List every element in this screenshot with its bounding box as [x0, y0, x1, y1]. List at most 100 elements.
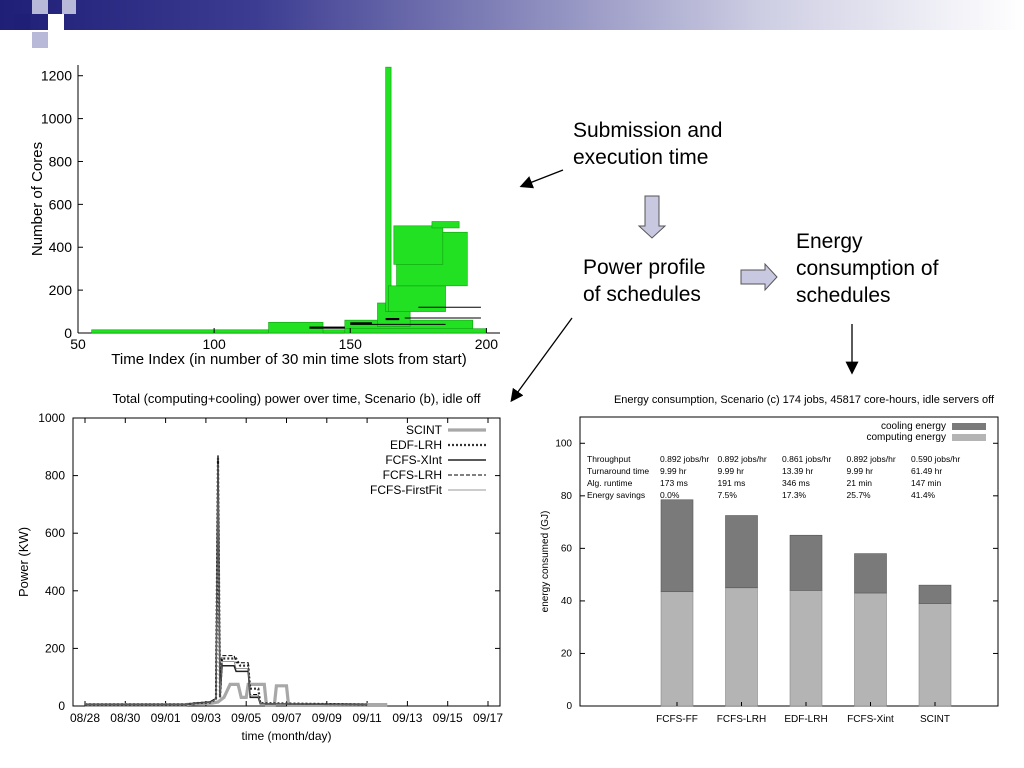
- power-profile-label: Power profile of schedules: [583, 254, 706, 308]
- energy-line: schedules: [796, 284, 891, 307]
- table-cell: 9.99 hr: [660, 466, 687, 476]
- x-tick-label: 100: [202, 336, 226, 352]
- legend-label: cooling energy: [881, 421, 946, 432]
- y-tick-label: 600: [45, 526, 65, 540]
- down-block-arrow-icon: [637, 195, 667, 239]
- legend-label: SCINT: [406, 423, 443, 437]
- table-cell: 0.892 jobs/hr: [847, 454, 896, 464]
- energy-line: consumption of: [796, 257, 939, 280]
- cores-chart: 0 200 400 600 800 1000 1200 50 100 150 200 Time Ind…: [29, 65, 500, 368]
- x-axis-label: Time Index (in number of 30 min time slo…: [111, 351, 466, 368]
- table-cell: 0.590 jobs/hr: [911, 454, 960, 464]
- legend-label: FCFS-FirstFit: [370, 483, 443, 497]
- energy-label: Energy consumption of schedules: [796, 228, 938, 309]
- y-tick-label: 200: [49, 282, 73, 298]
- x-tick-label: 50: [70, 336, 86, 352]
- y-tick-label: 40: [561, 596, 573, 607]
- x-tick-label: 08/28: [70, 711, 100, 725]
- table-cell: 41.4%: [911, 490, 936, 500]
- y-tick-label: 600: [49, 196, 73, 212]
- legend-swatch: [952, 434, 986, 441]
- table-cell: 0.892 jobs/hr: [660, 454, 709, 464]
- energy-line: Energy: [796, 230, 863, 253]
- x-tick-label: FCFS-LRH: [717, 714, 766, 725]
- header-square-light: [32, 0, 48, 14]
- cooling-bar: [918, 584, 952, 604]
- power-profile-line: Power profile: [583, 256, 706, 279]
- cooling-bar: [789, 534, 823, 591]
- y-tick-label: 1000: [41, 111, 72, 127]
- x-tick-label: 09/03: [191, 711, 221, 725]
- legend-label: FCFS-XInt: [385, 453, 442, 467]
- x-tick-label: 09/01: [151, 711, 181, 725]
- table-cell: 0.861 jobs/hr: [782, 454, 831, 464]
- y-tick-label: 800: [45, 469, 65, 483]
- y-tick-label: 200: [45, 641, 65, 655]
- core-block-black: [309, 326, 345, 329]
- table-cell: 21 min: [847, 478, 873, 488]
- table-cell: 147 min: [911, 478, 942, 488]
- arrow-to-power-chart: [510, 317, 573, 403]
- y-tick-label: 100: [555, 438, 572, 449]
- y-tick-label: 80: [561, 491, 573, 502]
- x-tick-label: FCFS-Xint: [847, 714, 894, 725]
- y-axis-label: Power (KW): [16, 527, 31, 597]
- legend-label: computing energy: [867, 432, 947, 443]
- y-tick-label: 0: [64, 325, 72, 341]
- y-tick-label: 60: [561, 543, 573, 554]
- y-tick-label: 20: [561, 648, 573, 659]
- table-cell: 9.99 hr: [847, 466, 874, 476]
- power-profile-line: of schedules: [583, 283, 701, 306]
- x-tick-label: 09/07: [271, 711, 301, 725]
- core-block-black: [350, 322, 373, 325]
- x-tick-label: 09/17: [473, 711, 503, 725]
- header-band: [0, 0, 1024, 30]
- x-tick-label: 09/05: [231, 711, 261, 725]
- energy-chart: Energy consumption, Scenario (c) 174 job…: [540, 394, 999, 725]
- y-tick-label: 1000: [38, 411, 65, 425]
- legend-label: FCFS-LRH: [383, 468, 442, 482]
- legend-swatch: [952, 423, 986, 430]
- y-tick-label: 0: [58, 699, 65, 713]
- submission-label: Submission and execution time: [573, 117, 722, 171]
- header-square-dark: [48, 14, 64, 30]
- y-tick-label: 800: [49, 153, 73, 169]
- x-tick-label: 09/09: [312, 711, 342, 725]
- table-cell: 61.49 hr: [911, 466, 942, 476]
- computing-bar: [789, 590, 823, 707]
- submission-line: Submission and: [573, 119, 723, 142]
- cooling-bar: [660, 499, 694, 593]
- table-cell: 0.892 jobs/hr: [718, 454, 767, 464]
- arrow-to-cores-chart: [519, 169, 564, 189]
- power-chart: Total (computing+cooling) power over tim…: [16, 391, 503, 743]
- core-block: [431, 221, 460, 229]
- x-tick-label: 200: [475, 336, 499, 352]
- x-tick-label: 09/13: [392, 711, 422, 725]
- y-tick-label: 1200: [41, 68, 72, 84]
- chart-title: Energy consumption, Scenario (c) 174 job…: [614, 394, 995, 406]
- x-tick-label: FCFS-FF: [656, 714, 698, 725]
- x-axis-label: time (month/day): [241, 729, 331, 743]
- computing-bar: [854, 592, 887, 707]
- table-cell: 17.3%: [782, 490, 807, 500]
- submission-line: execution time: [573, 146, 709, 169]
- table-cell: 191 ms: [718, 478, 746, 488]
- core-block-black: [385, 317, 400, 321]
- chart-title: Total (computing+cooling) power over tim…: [113, 391, 481, 406]
- header-square-dark: [14, 14, 30, 30]
- legend-label: EDF-LRH: [390, 438, 442, 452]
- header-square-light: [62, 0, 76, 14]
- series-line: [85, 464, 368, 705]
- y-tick-label: 400: [45, 584, 65, 598]
- computing-bar: [725, 587, 758, 707]
- x-tick-label: 150: [339, 336, 363, 352]
- table-cell: 9.99 hr: [718, 466, 745, 476]
- table-cell: 346 ms: [782, 478, 810, 488]
- x-tick-label: 08/30: [110, 711, 140, 725]
- x-tick-label: 09/11: [353, 711, 382, 725]
- table-row-label: Turnaround time: [587, 466, 649, 476]
- plot-frame: [579, 416, 999, 707]
- core-block: [393, 225, 444, 265]
- table-cell: 173 ms: [660, 478, 688, 488]
